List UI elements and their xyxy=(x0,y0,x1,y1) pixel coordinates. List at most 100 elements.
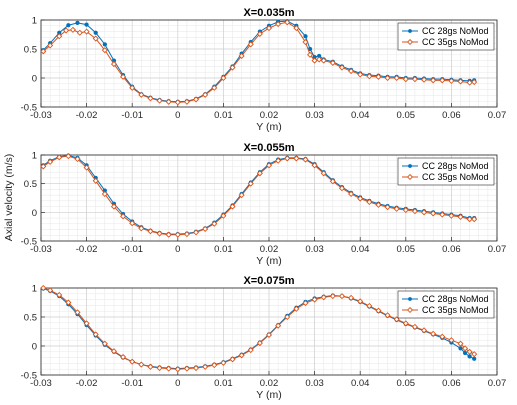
data-point xyxy=(193,96,200,103)
data-point xyxy=(183,231,190,238)
data-point xyxy=(238,192,245,199)
y-axis-label: Axial velocity (m/s) xyxy=(3,154,15,242)
data-point xyxy=(375,307,382,314)
data-point xyxy=(320,170,327,177)
data-point xyxy=(66,23,71,28)
data-point xyxy=(375,201,382,208)
data-point xyxy=(265,331,273,339)
data-point xyxy=(220,359,227,366)
data-point xyxy=(466,348,473,355)
data-point xyxy=(402,76,409,83)
data-point xyxy=(471,216,478,223)
data-point xyxy=(472,356,477,361)
x-tick-label: 0.07 xyxy=(488,244,507,255)
data-point xyxy=(65,299,72,306)
data-point xyxy=(92,35,99,42)
x-tick-label: 0.05 xyxy=(397,110,416,121)
data-point xyxy=(165,365,172,372)
data-point xyxy=(156,97,163,104)
data-point xyxy=(293,155,300,162)
data-point xyxy=(138,91,145,98)
data-point xyxy=(411,208,418,215)
x-axis-label: Y (m) xyxy=(256,389,281,401)
data-point xyxy=(165,231,172,238)
y-tick-label: -0.5 xyxy=(21,237,37,248)
data-point xyxy=(75,20,80,26)
data-point xyxy=(457,213,464,220)
data-point xyxy=(284,155,291,162)
data-point xyxy=(275,322,282,329)
data-point xyxy=(183,365,190,372)
data-point xyxy=(101,47,108,54)
data-point xyxy=(138,361,145,368)
data-point xyxy=(439,333,446,340)
data-point xyxy=(47,287,54,294)
data-point xyxy=(366,73,373,80)
data-point xyxy=(129,220,136,227)
data-point xyxy=(275,21,282,28)
data-point xyxy=(202,225,209,232)
data-point xyxy=(93,30,98,35)
data-point xyxy=(366,302,373,310)
x-tick-label: -0.02 xyxy=(76,110,98,121)
data-point xyxy=(174,366,181,373)
data-point xyxy=(74,309,81,316)
data-point xyxy=(302,300,309,307)
data-point xyxy=(329,59,336,66)
x-tick-label: 0.03 xyxy=(305,110,324,121)
legend-label: CC 35gs NoMod xyxy=(422,37,489,47)
y-tick-label: 0.5 xyxy=(24,179,37,190)
data-point xyxy=(338,64,345,71)
data-point xyxy=(338,293,345,300)
subplot-title: X=0.035m xyxy=(243,7,294,19)
x-tick-label: 0.06 xyxy=(442,110,461,121)
data-point xyxy=(165,98,172,105)
data-point xyxy=(402,320,409,327)
data-point xyxy=(265,162,273,169)
data-point xyxy=(357,195,364,202)
x-axis-label: Y (m) xyxy=(256,121,281,133)
data-point xyxy=(311,162,318,169)
data-point xyxy=(40,284,47,292)
x-tick-label: 0.06 xyxy=(442,378,461,389)
data-point xyxy=(265,25,273,32)
data-point xyxy=(467,354,472,359)
series-2 xyxy=(40,19,478,106)
data-point xyxy=(220,74,227,82)
data-point xyxy=(101,340,108,347)
data-point xyxy=(76,29,83,36)
x-tick-label: 0.07 xyxy=(488,110,507,121)
data-point xyxy=(110,61,117,68)
data-point xyxy=(147,363,154,370)
data-point xyxy=(284,313,291,321)
x-tick-label: -0.01 xyxy=(121,378,143,389)
data-point xyxy=(211,84,218,91)
y-tick-label: 0.5 xyxy=(24,313,37,324)
data-point xyxy=(375,73,382,80)
x-tick-label: 0.02 xyxy=(260,378,279,389)
data-point xyxy=(211,220,218,227)
data-point xyxy=(202,91,209,98)
x-tick-label: 0 xyxy=(175,244,180,255)
data-point xyxy=(256,30,263,37)
y-tick-label: -0.5 xyxy=(21,103,37,114)
data-point xyxy=(74,155,81,163)
data-point xyxy=(311,296,318,303)
data-point xyxy=(357,298,364,305)
series-2 xyxy=(40,284,478,373)
data-point xyxy=(307,51,314,58)
data-point xyxy=(430,210,437,217)
data-point xyxy=(120,73,127,80)
data-point xyxy=(174,231,181,238)
data-point xyxy=(229,356,236,363)
y-tick-label: 1 xyxy=(32,284,37,295)
data-point xyxy=(211,362,218,369)
subplot-1: -0.03 -0.02 -0.01 0 0.01 0.02 0.03 0.04 0.05 0.06… xyxy=(21,7,507,133)
data-point xyxy=(238,352,245,359)
data-point xyxy=(138,225,145,232)
data-point xyxy=(284,19,291,26)
data-point xyxy=(256,170,263,177)
data-point xyxy=(462,350,468,356)
